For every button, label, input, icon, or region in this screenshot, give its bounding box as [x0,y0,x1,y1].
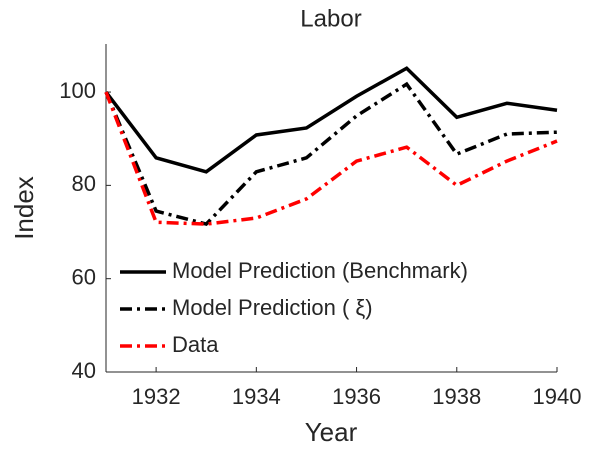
series-line [104,91,558,226]
legend-label: Data [172,332,219,357]
legend-label: Model Prediction ( ξ) [172,295,373,320]
x-tick-label: 1940 [533,384,582,409]
x-tick-label: 1936 [332,384,381,409]
y-tick-label: 80 [72,171,96,196]
x-tick-label: 1932 [132,384,181,409]
chart-title: Labor [300,5,361,32]
series-line [104,81,558,227]
y-axis-label: Index [9,176,39,240]
series-line [104,66,558,174]
y-tick-label: 60 [72,264,96,289]
y-tick-label: 100 [59,78,96,103]
x-tick-label: 1938 [432,384,481,409]
x-tick-label: 1934 [232,384,281,409]
y-tick-label: 40 [72,358,96,383]
legend-label: Model Prediction (Benchmark) [172,258,468,283]
x-axis-label: Year [305,417,358,447]
